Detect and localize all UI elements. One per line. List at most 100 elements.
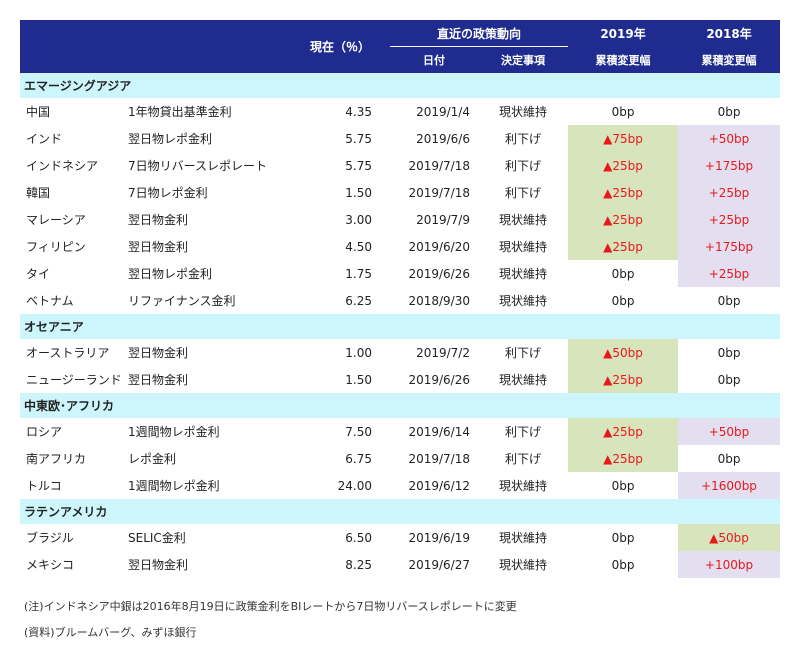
table-row: フィリピン 翌日物金利 4.50 2019/6/20 現状維持 ▲25bp +175bp — [20, 233, 781, 260]
decision-cell: 現状維持 — [499, 294, 548, 308]
table-row: インドネシア 7日物リバースレポレート 5.75 2019/7/18 利下げ ▲25bp +… — [20, 152, 781, 179]
change-2019-cell: ▲75bp — [568, 125, 679, 152]
decision-cell: 利下げ — [505, 186, 542, 200]
change-2018-cell: +100bp — [678, 551, 781, 578]
current-rate-cell: 24.00 — [337, 478, 372, 493]
table-row: マレーシア 翌日物金利 3.00 2019/7/9 現状維持 ▲25bp +25bp — [20, 206, 781, 233]
country-cell: 韓国 — [26, 186, 51, 200]
rate-type-cell: 1年物貸出基準金利 — [128, 105, 232, 119]
country-cell: ベトナム — [26, 294, 74, 308]
date-cell: 2018/9/30 — [408, 293, 470, 308]
rate-type-cell: 7日物リバースレポレート — [128, 159, 268, 173]
table-row: 中国 1年物貸出基準金利 4.35 2019/1/4 現状維持 0bp 0bp — [20, 98, 780, 125]
rate-type-cell: 翌日物レポ金利 — [128, 267, 213, 281]
table-row: ベトナム リファイナンス金利 6.25 2018/9/30 現状維持 0bp 0bp — [20, 287, 780, 314]
table-body: エマージングアジア中国 1年物貸出基準金利 4.35 2019/1/4 現状維持 0bp 0… — [20, 73, 781, 578]
change-2018-cell: +25bp — [678, 260, 781, 287]
region-row: 中東欧･アフリカ — [20, 393, 781, 418]
rate-type-cell: 1週間物レポ金利 — [128, 425, 220, 439]
change-2018-cell: 0bp — [717, 104, 741, 119]
region-label: 中東欧･アフリカ — [20, 393, 781, 418]
header-decision: 決定事項 — [478, 46, 569, 73]
decision-cell: 現状維持 — [499, 267, 548, 281]
country-cell: タイ — [26, 267, 51, 281]
date-cell: 2019/7/9 — [416, 212, 470, 227]
rate-type-cell: 1週間物レポ金利 — [128, 479, 220, 493]
date-cell: 2019/6/12 — [408, 478, 470, 493]
table-row: タイ 翌日物レポ金利 1.75 2019/6/26 現状維持 0bp +25bp — [20, 260, 781, 287]
header-blank — [20, 20, 290, 73]
change-2018-cell: +25bp — [678, 179, 781, 206]
country-cell: 中国 — [26, 105, 51, 119]
date-cell: 2019/6/14 — [408, 424, 470, 439]
policy-rate-table: 現在（％） 直近の政策動向 2019年 2018年 日付 決定事項 累積変更幅 … — [20, 20, 781, 578]
change-2019-cell: ▲25bp — [568, 179, 679, 206]
change-2019-cell: 0bp — [611, 104, 635, 119]
date-cell: 2019/6/26 — [408, 266, 470, 281]
change-2019-cell: 0bp — [611, 266, 635, 281]
change-2018-cell: +25bp — [678, 206, 781, 233]
decision-cell: 現状維持 — [499, 531, 548, 545]
date-cell: 2019/6/19 — [408, 530, 470, 545]
current-rate-cell: 6.75 — [345, 451, 372, 466]
date-cell: 2019/7/18 — [408, 158, 470, 173]
date-cell: 2019/1/4 — [416, 104, 470, 119]
country-cell: ロシア — [26, 425, 63, 439]
rate-type-cell: SELIC金利 — [128, 531, 186, 545]
country-cell: オーストラリア — [26, 346, 110, 360]
country-cell: インド — [26, 132, 63, 146]
country-cell: ニュージーランド — [26, 373, 122, 387]
current-rate-cell: 1.75 — [345, 266, 372, 281]
change-2018-cell: ▲50bp — [678, 524, 781, 551]
change-2019-cell: ▲25bp — [568, 233, 679, 260]
note-text: (注)インドネシア中銀は2016年8月19日に政策金利をBIレートから7日物リバ… — [24, 600, 517, 613]
current-rate-cell: 6.50 — [345, 530, 372, 545]
decision-cell: 利下げ — [505, 132, 542, 146]
header-current-rate: 現在（％） — [290, 20, 390, 73]
decision-cell: 利下げ — [505, 425, 542, 439]
date-cell: 2019/7/18 — [408, 185, 470, 200]
country-cell: マレーシア — [26, 213, 86, 227]
change-2018-cell: +175bp — [678, 152, 781, 179]
current-rate-cell: 6.25 — [345, 293, 372, 308]
region-label: ラテンアメリカ — [20, 499, 781, 524]
current-rate-cell: 1.50 — [345, 185, 372, 200]
current-rate-cell: 5.75 — [345, 131, 372, 146]
country-cell: 南アフリカ — [26, 452, 87, 466]
date-cell: 2019/6/27 — [408, 557, 470, 572]
table-row: ロシア 1週間物レポ金利 7.50 2019/6/14 利下げ ▲25bp +50bp — [20, 418, 781, 445]
change-2019-cell: ▲25bp — [568, 152, 679, 179]
current-rate-cell: 8.25 — [345, 557, 372, 572]
current-rate-cell: 7.50 — [345, 424, 372, 439]
change-2019-cell: ▲25bp — [568, 418, 679, 445]
rate-type-cell: 翌日物金利 — [128, 373, 189, 387]
current-rate-cell: 5.75 — [345, 158, 372, 173]
change-2018-cell: +1600bp — [678, 472, 781, 499]
decision-cell: 現状維持 — [499, 240, 548, 254]
change-2019-cell: ▲25bp — [568, 206, 679, 233]
change-2019-cell: 0bp — [611, 557, 635, 572]
rate-type-cell: 翌日物金利 — [128, 558, 189, 572]
current-rate-cell: 4.35 — [345, 104, 372, 119]
country-cell: メキシコ — [26, 558, 75, 572]
table-row: オーストラリア 翌日物金利 1.00 2019/7/2 利下げ ▲50bp 0bp — [20, 339, 780, 366]
country-cell: トルコ — [26, 479, 62, 493]
decision-cell: 現状維持 — [499, 373, 548, 387]
source-text: (資料)ブルームバーグ、みずほ銀行 — [24, 626, 197, 639]
change-2019-cell: ▲50bp — [568, 339, 679, 366]
table-row: 韓国 7日物レポ金利 1.50 2019/7/18 利下げ ▲25bp +25bp — [20, 179, 781, 206]
region-label: エマージングアジア — [20, 73, 781, 98]
table-row: ブラジル SELIC金利 6.50 2019/6/19 現状維持 0bp ▲50bp — [20, 524, 781, 551]
change-2019-cell: ▲25bp — [568, 445, 679, 472]
header-2018-change: 累積変更幅 — [678, 46, 781, 73]
header-2018-year: 2018年 — [678, 20, 781, 47]
rate-type-cell: 翌日物金利 — [128, 240, 189, 254]
region-label: オセアニア — [20, 314, 781, 339]
change-2019-cell: 0bp — [611, 478, 635, 493]
change-2019-cell: 0bp — [611, 293, 635, 308]
table-header: 現在（％） 直近の政策動向 2019年 2018年 日付 決定事項 累積変更幅 … — [20, 20, 781, 73]
header-policy-trend: 直近の政策動向 — [390, 20, 569, 47]
current-rate-cell: 3.00 — [345, 212, 372, 227]
decision-cell: 現状維持 — [499, 213, 548, 227]
